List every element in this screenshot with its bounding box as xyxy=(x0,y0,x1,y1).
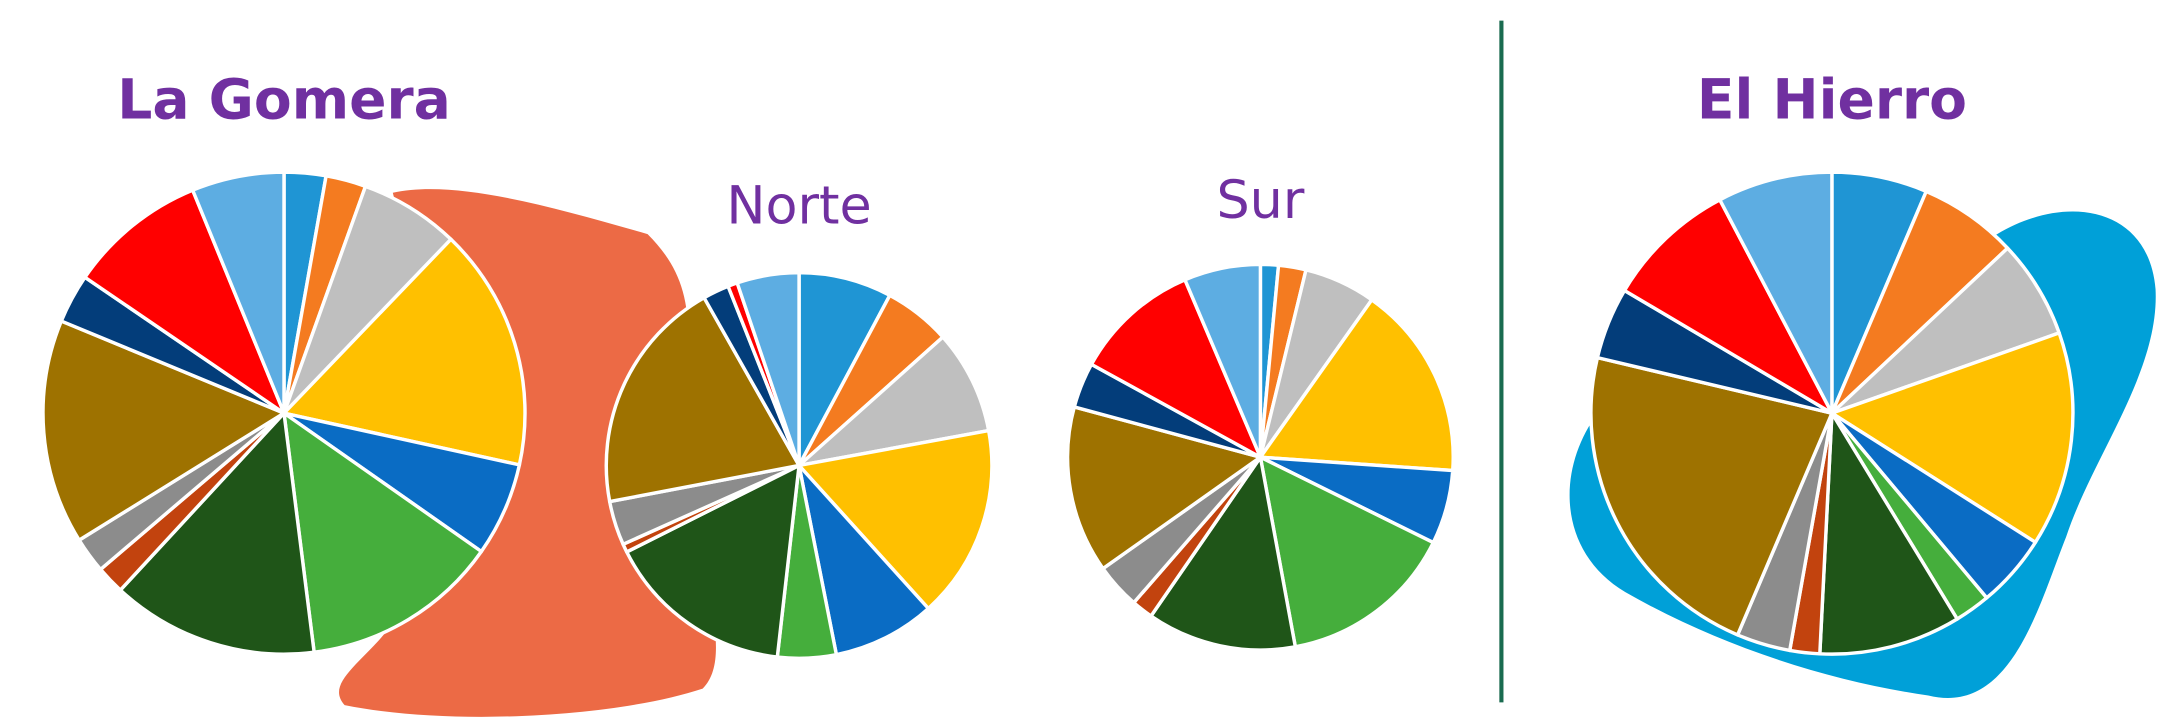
pie-slice xyxy=(83,188,286,415)
pie-slice xyxy=(604,295,801,504)
chart-title: La Gomera xyxy=(117,67,451,131)
pie-slice xyxy=(1718,170,1834,415)
pie-slice xyxy=(41,319,286,542)
pie-slice xyxy=(1622,198,1834,415)
pie-slice xyxy=(735,270,801,468)
pie-slice xyxy=(282,411,484,654)
pie-slice xyxy=(282,237,527,467)
chart-title: El Hierro xyxy=(1697,67,1967,131)
pie-slice xyxy=(625,463,801,659)
chart-title: Sur xyxy=(1216,170,1304,231)
pie-slice xyxy=(190,170,286,415)
pie-slice xyxy=(1149,455,1298,652)
chart-title: Norte xyxy=(726,175,871,236)
pie-slice xyxy=(1258,298,1455,473)
pie-slice xyxy=(1183,262,1263,459)
pie-slice xyxy=(1830,331,2075,544)
pie-slice xyxy=(797,335,991,468)
pie-slice xyxy=(1089,278,1263,459)
pie-slice xyxy=(797,270,892,468)
pie-slice xyxy=(1818,411,1959,656)
pie-slice xyxy=(118,411,316,656)
pie-slice xyxy=(1258,455,1435,649)
pie-slice xyxy=(797,463,931,657)
pie-slice xyxy=(1589,355,1834,637)
pie-slice xyxy=(1065,405,1263,571)
pie-slice xyxy=(797,428,994,611)
